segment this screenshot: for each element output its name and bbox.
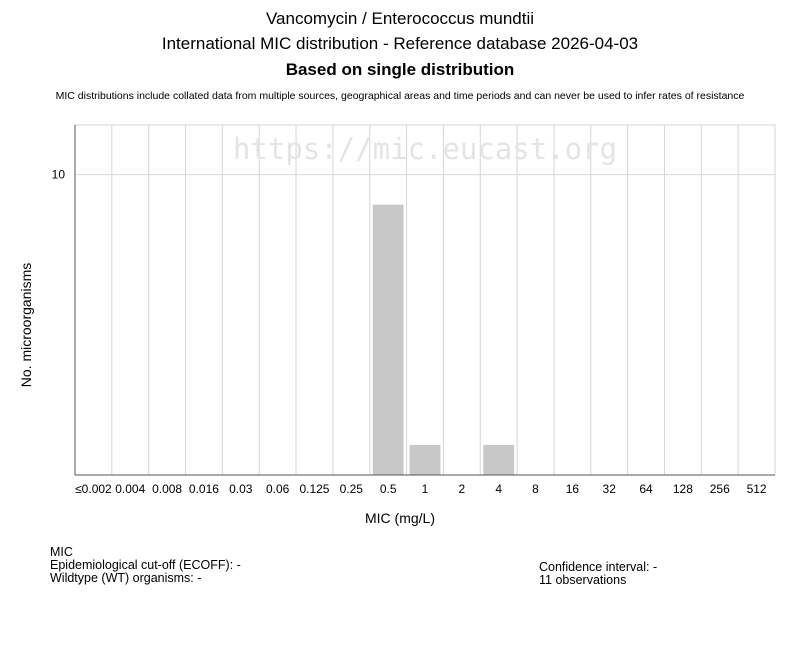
x-tick-label: ≤0.002: [75, 482, 112, 496]
y-axis-title: No. microorganisms: [18, 263, 34, 387]
bar-4: [483, 444, 515, 475]
x-tick-label: 16: [566, 482, 580, 496]
chart-title: Vancomycin / Enterococcus mundtii: [265, 9, 535, 28]
chart-subtitle: International MIC distribution - Referen…: [161, 34, 639, 53]
x-tick-label: 8: [532, 482, 539, 496]
x-tick-label: 4: [495, 482, 502, 496]
bar-1: [409, 444, 441, 475]
x-tick-label: 0.06: [266, 482, 290, 496]
info-ecoff: Epidemiological cut-off (ECOFF): -: [50, 558, 241, 572]
x-tick-label: 1: [422, 482, 429, 496]
info-right-block: Confidence interval: - 11 observations: [539, 561, 657, 587]
info-confidence-interval: Confidence interval: -: [539, 560, 658, 574]
x-tick-label: 0.5: [380, 482, 397, 496]
x-tick-label: 0.25: [340, 482, 364, 496]
info-mic-label: MIC: [50, 545, 73, 559]
x-tick-label: 2: [458, 482, 465, 496]
x-tick-label: 0.004: [115, 482, 145, 496]
x-tick-label: 512: [747, 482, 767, 496]
info-wildtype: Wildtype (WT) organisms: -: [50, 571, 202, 585]
watermark-text: https://mic.eucast.org: [233, 132, 617, 166]
x-tick-label: 64: [639, 482, 653, 496]
plot-frame: [74, 124, 776, 476]
info-left-block: MIC Epidemiological cut-off (ECOFF): - W…: [50, 546, 241, 585]
disclaimer-text: MIC distributions include collated data …: [55, 90, 745, 102]
x-tick-label: 32: [603, 482, 617, 496]
x-tick-label: 0.125: [299, 482, 329, 496]
x-tick-label: 0.016: [189, 482, 219, 496]
bar-0.5: [372, 204, 404, 475]
x-tick-label: 0.008: [152, 482, 182, 496]
chart-basis-note: Based on single distribution: [285, 60, 515, 79]
y-tick-label: 10: [52, 168, 66, 182]
x-tick-label: 0.03: [229, 482, 253, 496]
x-tick-label: 128: [673, 482, 693, 496]
x-tick-label: 256: [710, 482, 730, 496]
info-observations: 11 observations: [539, 573, 627, 587]
x-axis-title: MIC (mg/L): [365, 510, 435, 526]
